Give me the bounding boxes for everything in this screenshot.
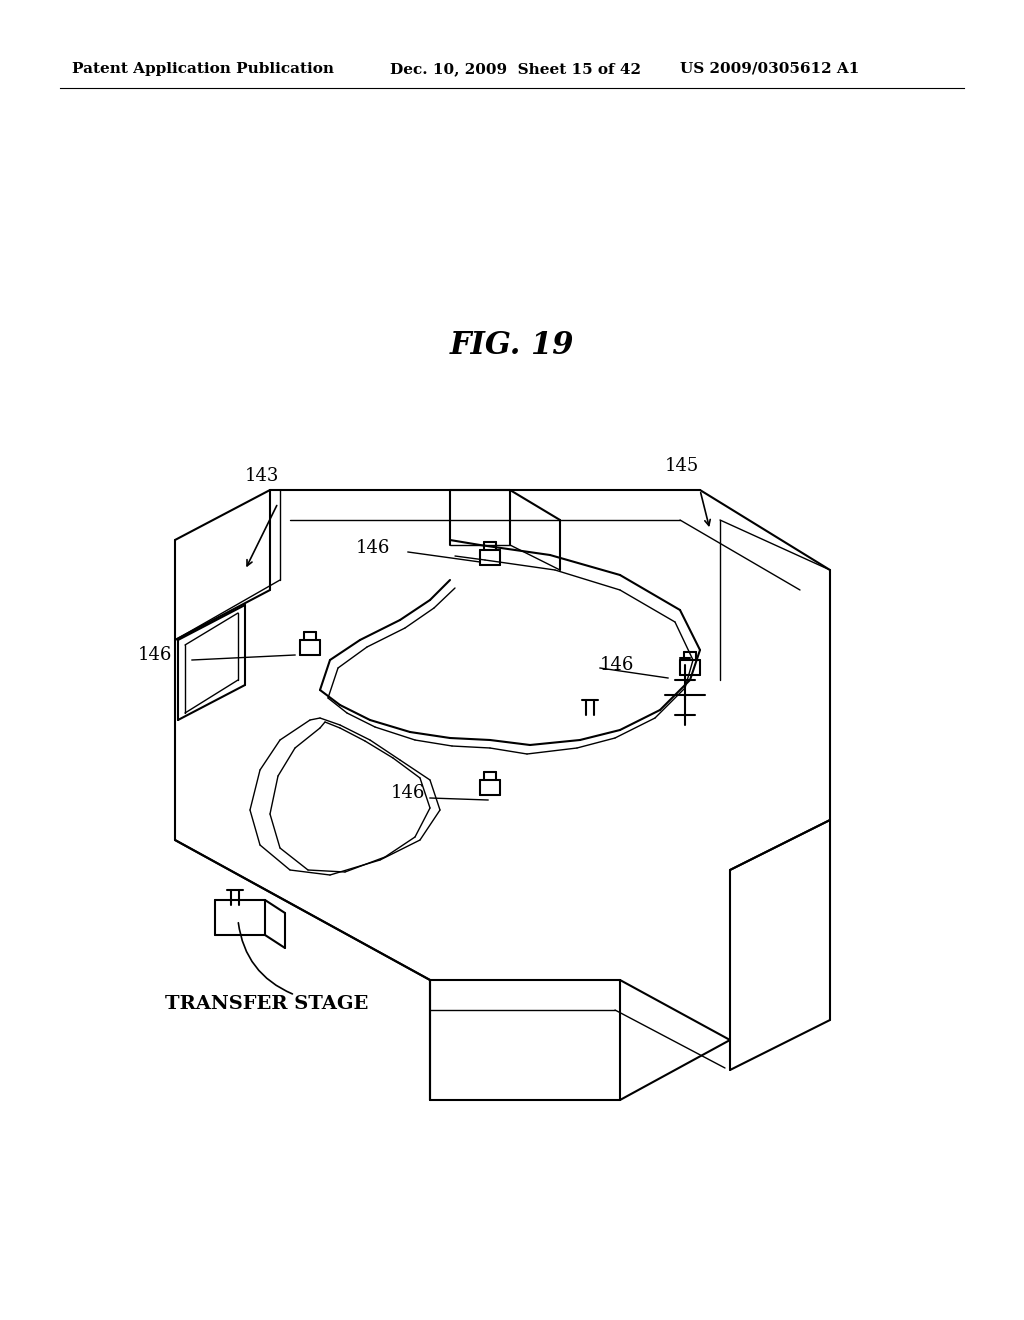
Text: 143: 143 (245, 467, 280, 484)
Text: US 2009/0305612 A1: US 2009/0305612 A1 (680, 62, 859, 77)
Text: 146: 146 (137, 645, 172, 664)
Text: FIG. 19: FIG. 19 (450, 330, 574, 360)
Text: Dec. 10, 2009  Sheet 15 of 42: Dec. 10, 2009 Sheet 15 of 42 (390, 62, 641, 77)
Text: 146: 146 (390, 784, 425, 803)
Text: 146: 146 (600, 656, 635, 675)
Text: 145: 145 (665, 457, 699, 475)
Text: 146: 146 (355, 539, 390, 557)
Text: Patent Application Publication: Patent Application Publication (72, 62, 334, 77)
Text: TRANSFER STAGE: TRANSFER STAGE (165, 995, 369, 1012)
FancyArrowPatch shape (239, 923, 293, 994)
